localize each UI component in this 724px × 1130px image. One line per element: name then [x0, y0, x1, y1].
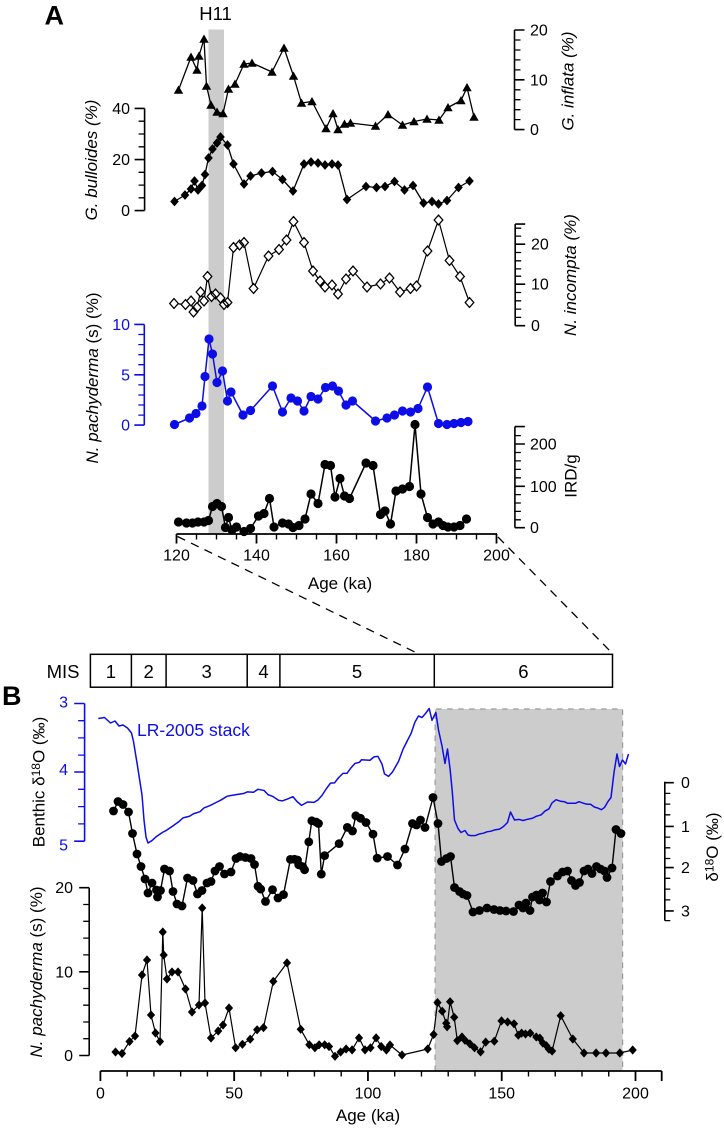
svg-text:0: 0	[121, 203, 130, 220]
svg-text:Benthic δ18O (‰): Benthic δ18O (‰)	[29, 717, 49, 848]
svg-text:IRD/g: IRD/g	[562, 454, 581, 497]
svg-text:0: 0	[121, 418, 130, 435]
svg-text:160: 160	[323, 548, 350, 565]
svg-text:140: 140	[243, 548, 270, 565]
svg-text:MIS: MIS	[47, 661, 80, 682]
svg-text:4: 4	[258, 661, 268, 682]
svg-text:3: 3	[681, 903, 690, 920]
svg-text:0: 0	[64, 1048, 73, 1065]
svg-text:180: 180	[403, 548, 430, 565]
svg-text:10: 10	[531, 277, 549, 294]
svg-text:10: 10	[530, 72, 548, 89]
svg-text:20: 20	[55, 880, 73, 897]
svg-text:20: 20	[530, 23, 548, 40]
svg-text:N. pachyderma (s) (%): N. pachyderma (s) (%)	[83, 293, 102, 464]
svg-text:50: 50	[225, 1086, 243, 1103]
svg-text:40: 40	[112, 101, 130, 118]
svg-text:4: 4	[59, 762, 68, 779]
svg-text:150: 150	[488, 1086, 515, 1103]
svg-text:N. incompta (%): N. incompta (%)	[561, 214, 580, 336]
svg-text:G. bulloides (%): G. bulloides (%)	[82, 100, 101, 221]
svg-text:1: 1	[681, 819, 690, 836]
svg-text:LR-2005 stack: LR-2005 stack	[137, 720, 250, 740]
svg-text:H11: H11	[199, 3, 232, 24]
svg-text:200: 200	[622, 1086, 649, 1103]
svg-text:5: 5	[121, 367, 130, 384]
svg-text:N. pachyderma (s) (%): N. pachyderma (s) (%)	[27, 887, 46, 1058]
svg-text:Age (ka): Age (ka)	[308, 574, 372, 593]
svg-text:Age (ka): Age (ka)	[336, 1106, 400, 1125]
svg-text:10: 10	[55, 964, 73, 981]
svg-text:3: 3	[59, 695, 68, 712]
svg-text:G. inflata (%): G. inflata (%)	[559, 31, 578, 130]
svg-text:6: 6	[518, 661, 528, 682]
svg-text:5: 5	[59, 838, 68, 855]
svg-text:20: 20	[112, 152, 130, 169]
svg-text:2: 2	[681, 860, 690, 877]
svg-text:100: 100	[355, 1086, 382, 1103]
svg-text:5: 5	[352, 661, 362, 682]
svg-text:0: 0	[531, 318, 540, 335]
svg-text:A: A	[45, 1, 65, 31]
svg-text:B: B	[2, 681, 22, 711]
svg-text:0: 0	[530, 122, 539, 139]
svg-text:20: 20	[531, 237, 549, 254]
svg-text:0: 0	[681, 775, 690, 792]
svg-text:1: 1	[106, 661, 116, 682]
svg-text:100: 100	[530, 479, 557, 496]
svg-text:0: 0	[530, 520, 539, 537]
svg-text:120: 120	[163, 548, 190, 565]
svg-text:2: 2	[144, 661, 154, 682]
svg-text:200: 200	[483, 548, 510, 565]
svg-text:0: 0	[96, 1086, 105, 1103]
svg-text:10: 10	[112, 317, 130, 334]
svg-text:3: 3	[201, 661, 211, 682]
svg-text:200: 200	[530, 437, 557, 454]
